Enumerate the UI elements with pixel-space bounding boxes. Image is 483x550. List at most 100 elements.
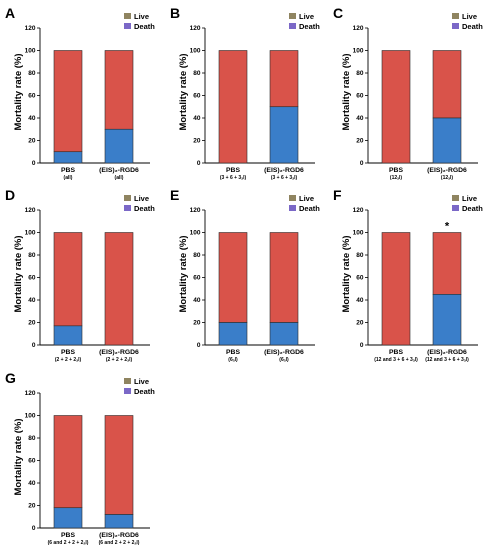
legend-swatch-live <box>452 195 459 201</box>
bar-death-eis-rgd6 <box>269 106 299 164</box>
panel-letter: E <box>170 187 179 203</box>
y-tick-label: 60 <box>28 93 36 100</box>
y-tick-label: 80 <box>356 252 364 259</box>
panel-letter: F <box>333 187 342 203</box>
bar-death-eis-rgd6 <box>432 294 462 346</box>
x-category-sublabel: (all) <box>64 175 73 181</box>
bar-death-eis-rgd6 <box>104 514 134 529</box>
y-tick-label: 40 <box>356 115 364 122</box>
bar-death-eis-rgd6 <box>432 117 462 164</box>
bar-live-eis-rgd6 <box>269 232 299 323</box>
y-tick-label: 80 <box>193 70 201 77</box>
legend-label-death: Death <box>299 204 320 213</box>
y-tick-label: 100 <box>353 48 364 55</box>
y-tick-label: 0 <box>360 160 364 167</box>
x-category-sublabel: (6 and 2 + 2 + 2ₐl) <box>99 540 140 546</box>
y-tick-label: 20 <box>356 138 364 145</box>
panel-letter: A <box>5 5 15 21</box>
bar-live-eis-rgd6 <box>432 232 462 295</box>
x-category-label: PBS <box>226 167 240 174</box>
x-category-label: PBS <box>61 167 75 174</box>
legend-swatch-death <box>124 205 131 211</box>
y-tick-label: 120 <box>25 207 36 214</box>
x-category-sublabel: (12 and 3 + 6 + 3ₐl) <box>374 357 418 363</box>
bar-live-pbs <box>53 232 83 327</box>
x-category-label: PBS <box>61 532 75 539</box>
x-category-sublabel: (12ₐl) <box>441 175 454 181</box>
y-tick-label: 120 <box>190 25 201 32</box>
legend-label-death: Death <box>134 22 155 31</box>
y-tick-label: 20 <box>193 138 201 145</box>
legend-swatch-live <box>452 13 459 19</box>
y-tick-label: 60 <box>28 458 36 465</box>
x-category-label: (EIS)₂-RGD6 <box>99 349 139 356</box>
y-tick-label: 0 <box>32 342 36 349</box>
x-category-sublabel: (all) <box>115 175 124 181</box>
y-tick-label: 80 <box>356 70 364 77</box>
y-tick-label: 20 <box>28 320 36 327</box>
legend-swatch-death <box>124 23 131 29</box>
y-axis-label: Mortality rate (%) <box>178 53 189 130</box>
y-tick-label: 20 <box>356 320 364 327</box>
bar-death-pbs <box>53 507 83 529</box>
bar-live-eis-rgd6 <box>104 50 134 130</box>
legend-label-live: Live <box>134 194 149 203</box>
y-tick-label: 80 <box>28 435 36 442</box>
legend-swatch-live <box>289 13 296 19</box>
y-tick-label: 60 <box>356 93 364 100</box>
x-category-label: (EIS)₂-RGD6 <box>99 532 139 539</box>
y-tick-label: 120 <box>353 25 364 32</box>
panel-letter: D <box>5 187 15 203</box>
bar-death-pbs <box>218 322 248 346</box>
x-category-label: PBS <box>389 167 403 174</box>
y-tick-label: 20 <box>193 320 201 327</box>
y-tick-label: 0 <box>197 342 201 349</box>
x-category-label: (EIS)₂-RGD6 <box>264 349 304 356</box>
y-tick-label: 120 <box>190 207 201 214</box>
y-tick-label: 100 <box>25 230 36 237</box>
legend-label-live: Live <box>134 377 149 386</box>
legend-swatch-live <box>124 378 131 384</box>
x-category-sublabel: (6ₐl) <box>279 357 289 363</box>
bar-live-eis-rgd6 <box>104 415 134 515</box>
y-tick-label: 80 <box>28 70 36 77</box>
y-axis-label: Mortality rate (%) <box>341 53 352 130</box>
y-tick-label: 120 <box>25 390 36 397</box>
legend-swatch-death <box>124 388 131 394</box>
bar-live-pbs <box>381 232 411 346</box>
legend-label-live: Live <box>134 12 149 21</box>
legend-label-death: Death <box>134 204 155 213</box>
y-axis-label: Mortality rate (%) <box>178 235 189 312</box>
y-tick-label: 0 <box>360 342 364 349</box>
y-tick-label: 40 <box>28 480 36 487</box>
x-category-sublabel: (2 + 2 + 2ₐl) <box>55 357 82 363</box>
y-tick-label: 40 <box>356 297 364 304</box>
x-category-sublabel: (12 and 3 + 6 + 3ₐl) <box>425 357 469 363</box>
y-tick-label: 60 <box>193 93 201 100</box>
legend-label-death: Death <box>462 204 483 213</box>
y-tick-label: 100 <box>25 48 36 55</box>
legend-label-death: Death <box>299 22 320 31</box>
y-tick-label: 100 <box>190 230 201 237</box>
bar-live-eis-rgd6 <box>269 50 299 108</box>
y-tick-label: 0 <box>32 160 36 167</box>
y-tick-label: 100 <box>25 413 36 420</box>
y-tick-label: 40 <box>28 115 36 122</box>
x-category-label: (EIS)₂-RGD6 <box>264 167 304 174</box>
bar-live-pbs <box>218 50 248 164</box>
x-category-sublabel: (6 and 2 + 2 + 2ₐl) <box>48 540 89 546</box>
bar-death-eis-rgd6 <box>269 322 299 346</box>
bar-death-pbs <box>53 151 83 164</box>
bar-live-pbs <box>381 50 411 164</box>
legend-label-live: Live <box>462 194 477 203</box>
y-tick-label: 100 <box>353 230 364 237</box>
legend-label-live: Live <box>299 194 314 203</box>
y-tick-label: 0 <box>32 525 36 532</box>
y-tick-label: 120 <box>25 25 36 32</box>
